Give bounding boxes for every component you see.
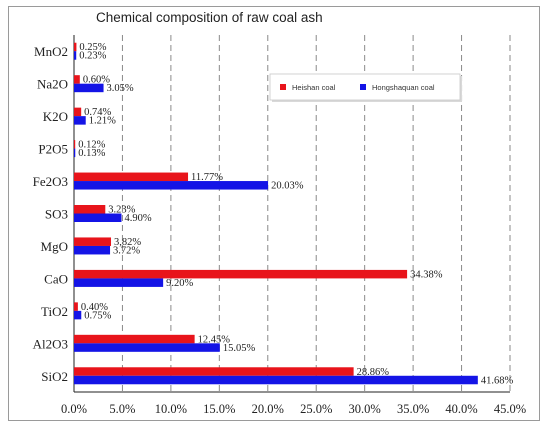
data-label: 20.03%: [271, 181, 304, 192]
bar-hongshaquan: [74, 245, 111, 255]
bar-heishan: [74, 172, 189, 182]
bar-hongshaquan: [74, 148, 76, 158]
category-label: CaO: [44, 271, 68, 286]
data-label: 9.20%: [166, 278, 193, 289]
data-label: 1.21%: [89, 116, 116, 127]
bar-heishan: [74, 269, 408, 279]
data-label: 0.75%: [84, 310, 111, 321]
x-tick-label: 20.0%: [252, 402, 284, 416]
bar-hongshaquan: [74, 343, 220, 352]
legend-swatch: [360, 84, 366, 90]
bar-hongshaquan: [74, 83, 104, 93]
category-label: K2O: [43, 109, 68, 124]
legend-label: Heishan coal: [292, 83, 336, 92]
data-label: 12.45%: [198, 334, 231, 345]
bar-heishan: [74, 367, 354, 376]
legend-label: Hongshaquan coal: [372, 83, 435, 92]
x-tick-label: 35.0%: [397, 402, 429, 416]
bar-hongshaquan: [74, 51, 77, 60]
bar-heishan: [74, 302, 78, 311]
category-label: SO3: [45, 207, 68, 222]
data-label: 3,82%: [114, 237, 141, 248]
bar-heishan: [74, 237, 112, 246]
data-label: 28.86%: [357, 367, 390, 378]
data-label: 4.90%: [124, 213, 151, 224]
bar-hongshaquan: [74, 213, 122, 222]
category-label: SiO2: [41, 369, 68, 384]
bar-heishan: [74, 42, 77, 52]
legend-swatch: [280, 84, 286, 90]
data-label: 0.74%: [84, 107, 111, 118]
bar-hongshaquan: [74, 310, 82, 320]
data-label: 0.13%: [78, 148, 105, 159]
data-label: 0.60%: [83, 75, 110, 86]
bar-heishan: [74, 75, 80, 84]
x-tick-label: 10.0%: [155, 402, 187, 416]
category-label: P2O5: [38, 142, 68, 157]
data-label: 0.23%: [79, 51, 106, 62]
bar-heishan: [74, 107, 82, 117]
bar-heishan: [74, 205, 106, 214]
bar-hongshaquan: [74, 278, 164, 287]
x-tick-label: 40.0%: [445, 402, 477, 416]
x-tick-label: 0.0%: [61, 402, 87, 416]
category-label: Na2O: [37, 77, 68, 92]
bar-hongshaquan: [74, 116, 86, 125]
data-label: 15.05%: [223, 343, 256, 354]
chart-title: Chemical composition of raw coal ash: [96, 10, 323, 25]
x-tick-label: 45.0%: [494, 402, 526, 416]
data-label: 11.77%: [191, 172, 223, 183]
x-tick-label: 25.0%: [300, 402, 332, 416]
category-label: Fe2O3: [33, 174, 68, 189]
data-label: 0.12%: [78, 140, 105, 151]
bar-heishan: [74, 140, 76, 149]
category-label: MgO: [41, 239, 68, 254]
data-label: 0.40%: [81, 302, 108, 313]
data-label: 34.38%: [410, 269, 443, 280]
bar-hongshaquan: [74, 181, 269, 190]
data-label: 3.05%: [107, 83, 134, 94]
category-label: Al2O3: [33, 336, 68, 351]
bar-hongshaquan: [74, 375, 478, 385]
category-label: TiO2: [41, 304, 68, 319]
category-label: MnO2: [34, 44, 68, 59]
data-label: 3.72%: [113, 245, 140, 256]
data-label: 0.25%: [79, 42, 106, 53]
x-tick-label: 5.0%: [109, 402, 135, 416]
bar-heishan: [74, 334, 195, 344]
x-tick-label: 15.0%: [203, 402, 235, 416]
data-label: 3.23%: [108, 205, 135, 216]
x-tick-label: 30.0%: [349, 402, 381, 416]
data-label: 41.68%: [481, 375, 514, 386]
